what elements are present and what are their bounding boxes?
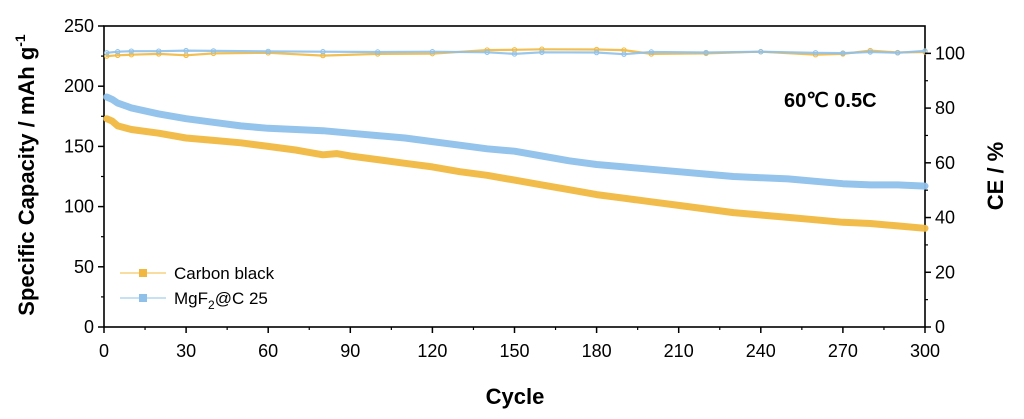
data-point-mgf2-c-25-ce xyxy=(265,48,271,55)
y2-tick-label: 60 xyxy=(935,153,955,173)
data-point-mgf2-c-25-ce xyxy=(429,49,436,55)
data-point-mgf2-c-25-ce xyxy=(104,50,110,56)
legend-label-mgf2-sub: 2 xyxy=(208,298,215,312)
x-tick-label: 240 xyxy=(746,341,776,361)
y-axis-title-main: Specific Capacity / mAh g xyxy=(14,47,39,316)
legend-label-mgf2-main: MgF xyxy=(174,289,208,308)
series-line-carbon-black-ce xyxy=(105,48,927,58)
data-point-mgf2-c-25-ce xyxy=(539,49,545,55)
data-point-mgf2-c-25-ce xyxy=(128,48,135,54)
data-point-mgf2-c-25-ce xyxy=(114,49,121,55)
x-tick-label: 90 xyxy=(340,341,360,361)
data-point-mgf2-c-25-ce xyxy=(484,49,490,55)
data-point-carbon-black-ce xyxy=(114,52,121,58)
y-tick-label: 50 xyxy=(74,257,94,277)
data-point-mgf2-c-25-ce xyxy=(648,49,655,55)
x-tick-label: 60 xyxy=(258,341,278,361)
x-tick-label: 270 xyxy=(828,341,858,361)
data-point-carbon-black-ce xyxy=(104,53,110,59)
legend-label-carbon-black: Carbon black xyxy=(174,264,275,283)
data-point-mgf2-c-25-ce xyxy=(593,49,600,56)
x-tick-label: 300 xyxy=(910,341,940,361)
series-line-mgf2-c-25 xyxy=(103,93,929,190)
y2-tick-label: 20 xyxy=(935,262,955,282)
y-axis-title: Specific Capacity / mAh g-1 xyxy=(12,34,39,316)
x-tick-label: 180 xyxy=(582,341,612,361)
legend-marker-mgf2 xyxy=(139,294,147,302)
data-point-mgf2-c-25-ce xyxy=(812,50,819,56)
legend-marker-carbon-black xyxy=(139,269,147,277)
data-point-mgf2-c-25-ce xyxy=(867,49,873,55)
x-tick-label: 30 xyxy=(176,341,196,361)
y2-tick-label: 100 xyxy=(935,43,965,63)
data-point-carbon-black-ce xyxy=(128,52,135,58)
data-point-mgf2-c-25-ce xyxy=(758,49,764,55)
data-point-carbon-black-ce xyxy=(320,52,326,59)
data-point-mgf2-c-25-ce xyxy=(894,50,901,56)
x-tick-label: 150 xyxy=(499,341,529,361)
data-point-mgf2-c-25-ce xyxy=(320,49,326,55)
y2-axis-title: CE / % xyxy=(983,142,1008,210)
y2-tick-label: 40 xyxy=(935,208,955,228)
data-point-mgf2-c-25-ce xyxy=(703,49,709,56)
y-tick-label: 0 xyxy=(84,317,94,337)
y-tick-label: 250 xyxy=(64,16,94,36)
y-tick-label: 150 xyxy=(64,136,94,156)
data-point-mgf2-c-25-ce xyxy=(511,51,518,57)
series-line-mgf2-c-25-ce xyxy=(105,49,927,56)
y-tick-label: 200 xyxy=(64,76,94,96)
legend-label-mgf2: MgF2@C 25 xyxy=(174,289,268,312)
data-point-mgf2-c-25-ce xyxy=(374,49,381,55)
x-tick-label: 210 xyxy=(664,341,694,361)
legend-label-mgf2-rest: @C 25 xyxy=(215,289,268,308)
data-point-mgf2-c-25-ce xyxy=(840,50,846,56)
condition-annotation: 60℃ 0.5C xyxy=(784,90,877,112)
legend: Carbon black MgF2@C 25 xyxy=(120,264,275,312)
data-point-mgf2-c-25-ce xyxy=(183,47,189,54)
y-tick-label: 100 xyxy=(64,197,94,217)
y-axis-title-superscript: -1 xyxy=(12,34,28,47)
data-point-mgf2-c-25-ce xyxy=(621,51,627,57)
data-point-mgf2-c-25-ce xyxy=(156,48,162,54)
x-tick-label: 0 xyxy=(99,341,109,361)
y2-tick-label: 80 xyxy=(935,98,955,118)
axes-layer: 0 30 60 90 120 150 180 210 240 270 300050100150200… xyxy=(64,16,965,361)
y2-tick-label: 0 xyxy=(935,317,945,337)
x-axis-title: Cycle xyxy=(486,384,545,409)
data-point-mgf2-c-25-ce xyxy=(210,48,217,54)
series-layer xyxy=(103,46,929,232)
series-line-carbon-black xyxy=(103,115,929,232)
x-tick-label: 120 xyxy=(417,341,447,361)
